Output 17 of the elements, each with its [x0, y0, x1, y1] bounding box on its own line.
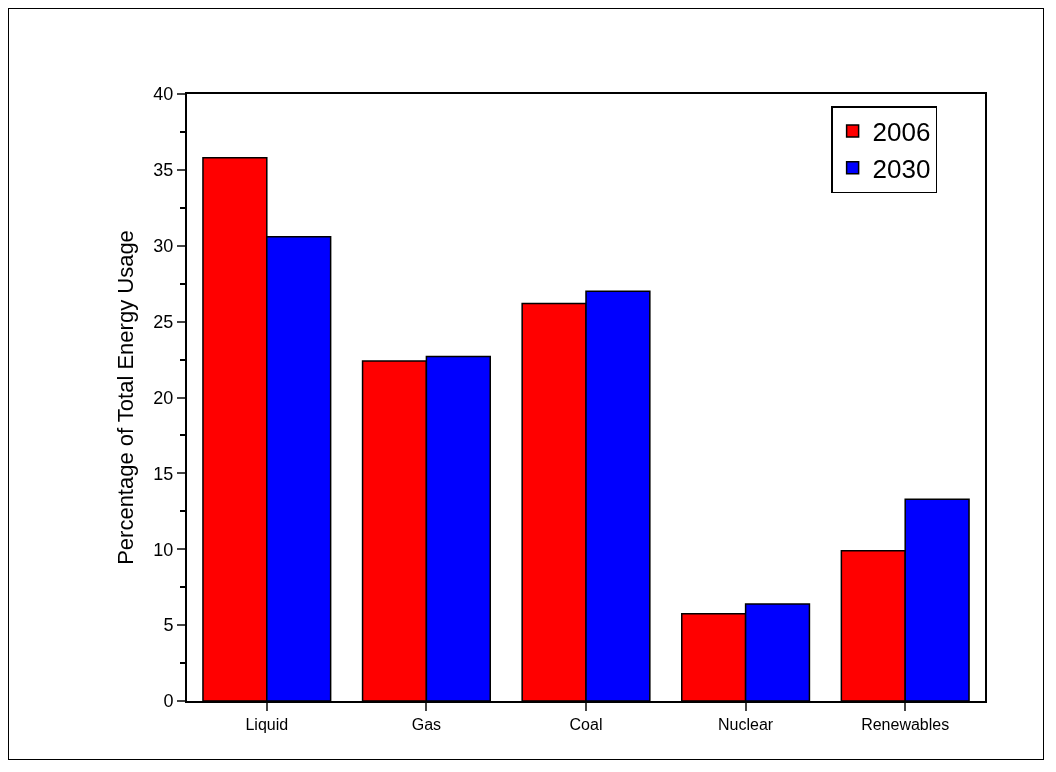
y-tick-label: 0 [163, 691, 174, 712]
legend-label: 2030 [872, 153, 931, 184]
y-tick-label: 5 [163, 615, 174, 636]
y-tick-label: 20 [153, 387, 174, 408]
y-tick-label: 10 [153, 539, 174, 560]
y-tick-label: 35 [153, 160, 174, 181]
y-tick-label: 40 [153, 84, 174, 105]
x-tick-label: Renewables [861, 716, 950, 734]
x-tick-label: Liquid [245, 716, 289, 734]
y-tick-label: 25 [153, 311, 174, 332]
y-tick-label: 30 [153, 236, 174, 257]
legend-label: 2006 [872, 117, 931, 148]
x-tick-label: Nuclear [718, 716, 774, 734]
y-tick-label: 15 [153, 463, 174, 484]
y-axis-title: Percentage of Total Energy Usage [112, 230, 138, 565]
x-tick-label: Gas [411, 716, 442, 734]
x-tick-label: Coal [569, 716, 603, 734]
